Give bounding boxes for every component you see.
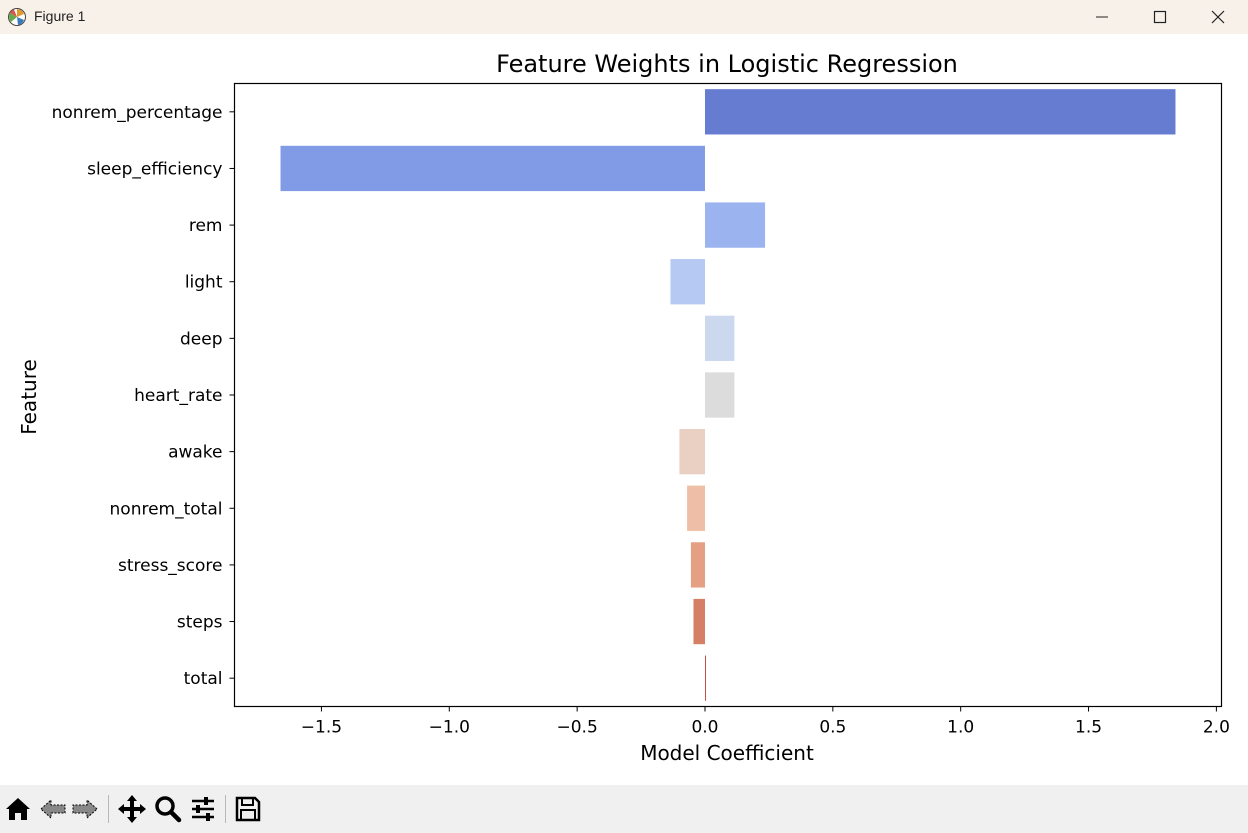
figure-canvas[interactable]: Feature Weights in Logistic Regression n… bbox=[0, 34, 1248, 785]
back-button[interactable] bbox=[37, 793, 69, 825]
forward-button[interactable] bbox=[69, 793, 101, 825]
maximize-icon bbox=[1153, 10, 1167, 24]
x-tick-label: 0.0 bbox=[691, 718, 718, 738]
close-button[interactable] bbox=[1189, 0, 1247, 34]
window-titlebar: Figure 1 bbox=[0, 0, 1248, 34]
minimize-icon bbox=[1096, 16, 1108, 18]
toolbar-separator bbox=[225, 795, 226, 823]
bar-total bbox=[704, 655, 707, 701]
y-tick-label: total bbox=[184, 669, 223, 689]
bar-steps bbox=[693, 598, 705, 645]
save-button[interactable] bbox=[232, 793, 264, 825]
configure-subplots-button[interactable] bbox=[187, 793, 219, 825]
bar-light bbox=[670, 259, 705, 305]
y-tick-label: heart_rate bbox=[134, 386, 222, 406]
y-tick-label: rem bbox=[189, 216, 223, 236]
bar-sleep-efficiency bbox=[280, 145, 705, 192]
forward-icon bbox=[72, 798, 98, 820]
x-tick-label: −1.0 bbox=[429, 718, 470, 738]
y-tick-label: steps bbox=[177, 613, 223, 633]
home-icon bbox=[6, 798, 30, 820]
y-tick-label: light bbox=[185, 273, 223, 293]
bar-stress-score bbox=[690, 542, 705, 588]
close-icon bbox=[1211, 10, 1225, 24]
bar-nonrem-total bbox=[687, 485, 705, 531]
window-title: Figure 1 bbox=[34, 8, 86, 24]
save-icon bbox=[235, 796, 261, 822]
x-tick-label: −0.5 bbox=[556, 718, 597, 738]
bar-awake bbox=[679, 428, 705, 475]
y-tick-label: sleep_efficiency bbox=[87, 159, 222, 179]
pan-button[interactable] bbox=[116, 793, 148, 825]
matplotlib-app-icon bbox=[8, 8, 26, 26]
x-tick-label: 0.5 bbox=[819, 718, 846, 738]
minimize-button[interactable] bbox=[1073, 0, 1131, 34]
zoom-button[interactable] bbox=[152, 793, 184, 825]
bar-rem bbox=[704, 202, 766, 248]
bars-group bbox=[280, 89, 1176, 701]
bar-nonrem-percentage bbox=[704, 89, 1176, 135]
y-tick-label: nonrem_percentage bbox=[52, 103, 223, 123]
configure-icon bbox=[192, 797, 214, 821]
bar-heart-rate bbox=[704, 372, 735, 418]
y-tick-label: awake bbox=[168, 443, 222, 463]
x-tick-label: −1.5 bbox=[301, 718, 342, 738]
x-tick-label: 2.0 bbox=[1203, 718, 1230, 738]
chart-title: Feature Weights in Logistic Regression bbox=[496, 50, 958, 78]
y-axis-label: Feature bbox=[17, 359, 41, 435]
pan-icon bbox=[118, 795, 146, 823]
x-ticks-group: −1.5 −1.0 −0.5 0.0 0.5 1.0 1.5 2.0 bbox=[301, 706, 1230, 738]
y-tick-label: deep bbox=[180, 329, 223, 349]
x-tick-label: 1.0 bbox=[947, 718, 974, 738]
navigation-toolbar bbox=[0, 785, 1248, 833]
toolbar-separator bbox=[108, 795, 109, 823]
bar-chart: Feature Weights in Logistic Regression n… bbox=[17, 50, 1230, 765]
x-axis-label: Model Coefficient bbox=[640, 741, 814, 765]
maximize-button[interactable] bbox=[1131, 0, 1189, 34]
x-tick-label: 1.5 bbox=[1075, 718, 1102, 738]
y-tick-label: stress_score bbox=[118, 556, 223, 576]
back-icon bbox=[40, 798, 66, 820]
bar-deep bbox=[704, 315, 735, 362]
zoom-icon bbox=[155, 796, 182, 823]
y-tick-label: nonrem_total bbox=[110, 499, 223, 519]
home-button[interactable] bbox=[2, 793, 34, 825]
